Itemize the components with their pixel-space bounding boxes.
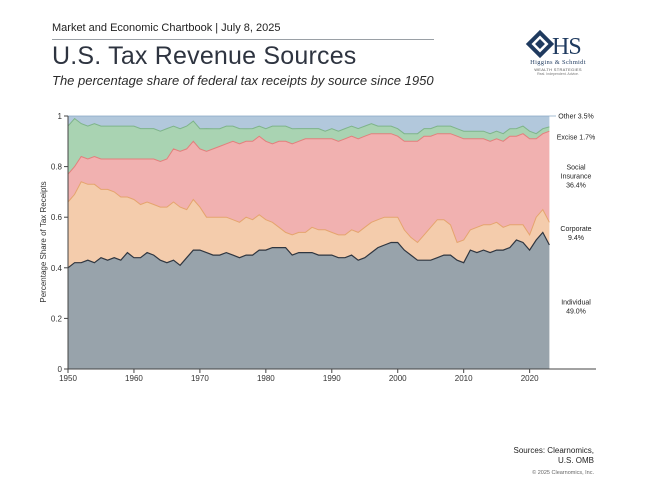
area-social-insurance [68,131,550,243]
annotation-individual: 49.0% [566,309,586,316]
y-tick-label: 0.4 [51,264,63,273]
sources-line-1: Sources: Clearnomics, [513,446,594,455]
x-tick-label: 2000 [389,374,407,383]
chartbook-header: Market and Economic Chartbook | July 8, … [52,22,281,34]
chart-title: U.S. Tax Revenue Sources [52,42,357,70]
chart-subtitle: The percentage share of federal tax rece… [52,73,434,88]
logo-name: Higgins & Schmidt [530,59,586,66]
annotation-social-insurance: 36.4% [566,183,586,190]
boundary-excise [67,117,550,135]
area-corporate [68,181,550,268]
x-tick-label: 1970 [191,374,209,383]
boundary-corporate [67,181,550,244]
svg-text:HS: HS [552,34,581,60]
logo-tagline: Real. Independent. Advice. [537,72,579,76]
area-individual [68,232,550,369]
x-tick-label: 2020 [521,374,539,383]
area-layers [67,115,556,369]
sources-note: Sources: Clearnomics, U.S. OMB [514,446,594,466]
annotation-individual: Individual [561,300,591,307]
header-divider [52,39,434,40]
chart-axes: 1950 1960 1970 1980 1990 2000 2010 2020 0 0.2 0.4 0… [51,112,596,383]
annotation-corporate: 9.4% [568,235,584,242]
x-tick-label: 2010 [455,374,473,383]
y-tick-label: 0.2 [51,314,63,323]
y-tick-label: 0 [58,365,63,374]
logo-subtitle: WEALTH STRATEGIES [534,67,582,72]
annotation-other: Other 3.5% [558,114,593,121]
y-axis-label: Percentage Share of Tax Receipts [39,181,48,302]
annotation-social-insurance: Insurance [561,174,592,181]
x-tick-label: 1980 [257,374,275,383]
annotation-corporate: Corporate [560,226,591,233]
firm-logo-icon: HS [525,29,582,60]
boundary-social-insurance [67,130,550,175]
y-tick-label: 0.8 [51,163,63,172]
x-tick-label: 1990 [323,374,341,383]
sources-line-2: U.S. OMB [557,456,594,465]
x-tick-label: 1950 [59,374,77,383]
boundary-individual [67,231,550,269]
copyright-note: © 2025 Clearnomics, Inc. [532,470,594,476]
annotation-excise: Excise 1.7% [557,135,596,142]
area-excise [68,118,550,175]
y-tick-label: 0.6 [51,213,63,222]
x-tick-label: 1960 [125,374,143,383]
series-annotations: Individual 49.0% Corporate 9.4% Social Insura… [557,114,596,316]
y-tick-label: 1 [58,112,63,121]
annotation-social-insurance: Social [566,165,586,172]
area-other [68,116,550,134]
